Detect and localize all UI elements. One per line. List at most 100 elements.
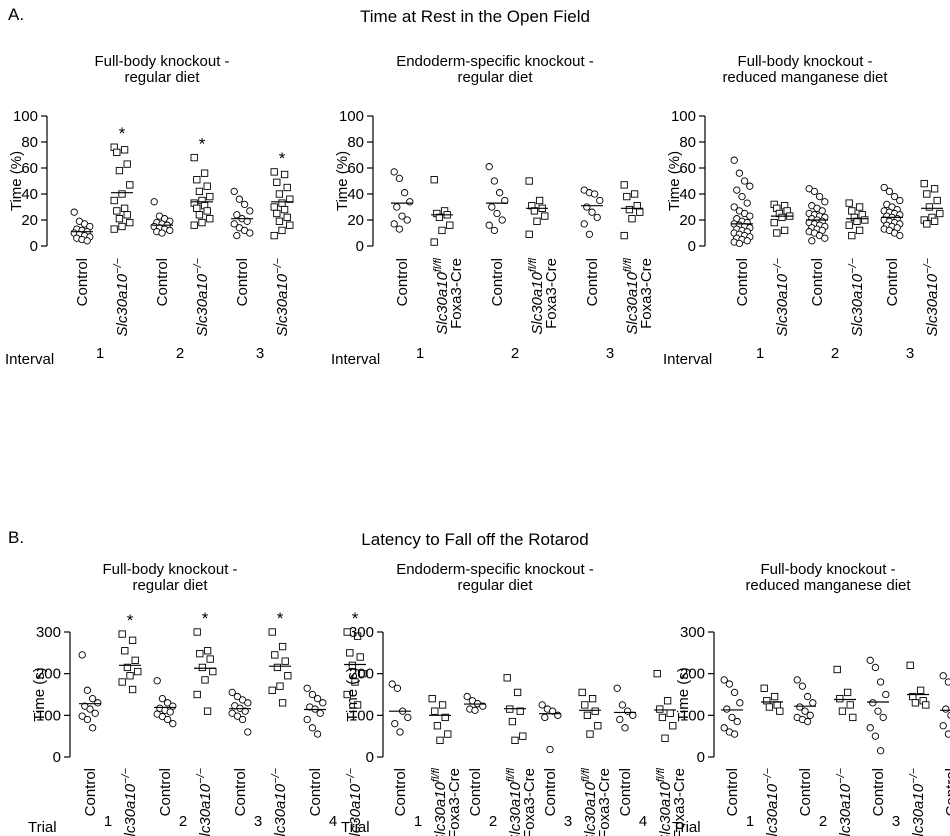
- knockout-point: [773, 229, 781, 237]
- x-label-control: Control: [884, 258, 901, 306]
- panel-title: regular diet: [457, 577, 533, 594]
- control-point: [798, 682, 807, 690]
- knockout-point: [193, 176, 201, 184]
- knockout-point: [855, 226, 864, 235]
- data-group: Control Slc30a10−/− 1: [730, 156, 794, 362]
- control-point: [233, 712, 242, 720]
- x-label-knockout: Slc30a10−/−: [345, 767, 364, 836]
- y-tick-label: 0: [30, 238, 38, 255]
- y-tick-label: 300: [680, 624, 705, 641]
- knockout-point: [845, 221, 853, 229]
- y-tick-label: 100: [680, 707, 705, 724]
- control-point: [730, 730, 739, 738]
- knockout-point: [123, 663, 132, 672]
- knockout-point: [923, 220, 931, 228]
- significance-marker: *: [199, 135, 206, 154]
- panel-title: Full-body knockout -: [760, 561, 895, 578]
- data-group: * Control Slc30a10−/− 1: [70, 124, 134, 362]
- knockout-point: [286, 221, 294, 229]
- knockout-point: [583, 711, 592, 719]
- knockout-point: [118, 678, 126, 686]
- knockout-point: [196, 650, 204, 658]
- x-label-control: Control: [943, 768, 950, 816]
- knockout-point: [833, 665, 841, 674]
- control-point: [939, 672, 947, 680]
- control-point: [730, 156, 738, 164]
- knockout-point: [920, 179, 928, 188]
- knockout-point: [661, 734, 669, 742]
- control-point: [801, 707, 809, 715]
- control-point: [166, 708, 174, 716]
- control-point: [815, 192, 824, 201]
- knockout-point: [760, 684, 768, 692]
- significance-marker: *: [277, 609, 284, 628]
- knockout-point: [770, 692, 779, 701]
- panel: Endoderm-specific knockout -regular diet…: [331, 53, 655, 368]
- control-point: [583, 203, 591, 211]
- knockout-point: [115, 166, 124, 175]
- knockout-point: [283, 183, 291, 192]
- knockout-point: [271, 651, 279, 659]
- knockout-point: [848, 231, 856, 240]
- x-label-cre: Foxa3-Cre: [448, 258, 465, 329]
- control-point: [169, 720, 177, 728]
- knockout-point: [278, 199, 286, 207]
- control-point: [871, 663, 880, 672]
- control-point: [810, 187, 819, 196]
- control-point: [890, 192, 899, 201]
- knockout-point: [343, 690, 351, 699]
- knockout-point: [578, 688, 586, 697]
- knockout-point: [113, 148, 121, 157]
- control-point: [874, 707, 882, 715]
- control-point: [585, 230, 594, 238]
- knockout-point: [436, 736, 444, 744]
- x-label-knockout: Slc30a10−/−: [922, 257, 941, 336]
- y-tick-label: 200: [36, 666, 61, 683]
- knockout-point: [663, 697, 672, 705]
- control-point: [879, 713, 887, 722]
- control-point: [896, 196, 904, 205]
- knockout-point: [446, 221, 454, 229]
- control-point: [808, 237, 816, 245]
- knockout-point: [936, 209, 944, 218]
- knockout-point: [911, 699, 920, 707]
- control-point: [158, 695, 167, 703]
- control-point: [398, 212, 406, 220]
- knockout-point: [198, 663, 207, 672]
- knockout-point: [658, 713, 667, 722]
- group-axis-label: Trial: [341, 819, 370, 836]
- knockout-point: [441, 713, 449, 722]
- x-label-knockout: Slc30a10−/−: [120, 767, 139, 836]
- y-tick-label: 100: [349, 707, 374, 724]
- knockout-point: [275, 217, 284, 225]
- control-point: [240, 200, 249, 209]
- knockout-point: [925, 203, 934, 211]
- knockout-point: [206, 215, 214, 223]
- knockout-point: [126, 672, 134, 680]
- control-point: [303, 684, 311, 692]
- panel-title: Full-body knockout -: [94, 53, 229, 70]
- group-number: 3: [564, 813, 572, 830]
- control-point: [163, 715, 172, 724]
- x-label-control: Control: [157, 768, 174, 816]
- knockout-point: [195, 211, 204, 219]
- knockout-point: [765, 703, 774, 711]
- knockout-point: [134, 667, 142, 676]
- panel-title: regular diet: [124, 69, 200, 86]
- x-label-control: Control: [394, 258, 411, 306]
- control-point: [743, 199, 751, 207]
- x-label-knockout: Slc30a10−/−: [270, 767, 289, 836]
- y-tick-label: 0: [356, 238, 364, 255]
- knockout-point: [669, 722, 677, 730]
- control-point: [313, 695, 322, 703]
- control-point: [319, 699, 327, 707]
- control-point: [88, 724, 97, 732]
- control-point: [393, 203, 401, 211]
- control-point: [803, 692, 812, 701]
- group-number: 2: [831, 345, 839, 362]
- y-tick-label: 60: [679, 160, 696, 177]
- data-group: Control Slc30a10−/− 3: [880, 179, 944, 362]
- significance-marker: *: [352, 609, 359, 628]
- y-tick-label: 300: [36, 624, 61, 641]
- control-point: [233, 211, 241, 219]
